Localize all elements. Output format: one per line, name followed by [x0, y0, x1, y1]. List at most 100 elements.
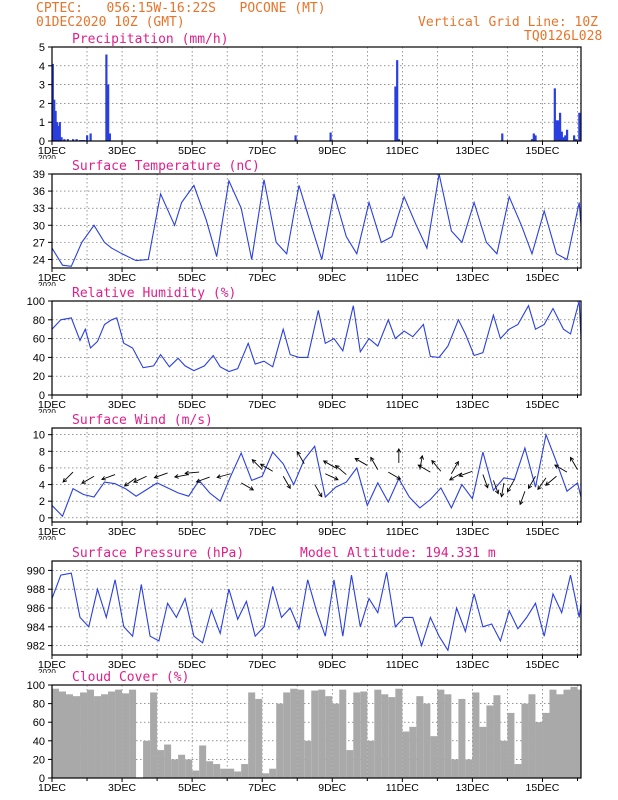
panel-title: Surface Temperature (nC): [72, 159, 260, 174]
precip-bar: [555, 120, 558, 141]
x-tick-label: 11DEC: [386, 145, 419, 157]
cloud-bar: [150, 692, 158, 778]
x-tick-label: 15DEC: [526, 782, 560, 794]
header-model-id: TQ0126L028: [524, 29, 603, 44]
wind-arrow: [314, 484, 323, 497]
wind-arrow: [528, 476, 536, 489]
x-tick-label: 5DEC: [178, 399, 206, 411]
wind-arrow-head: [370, 456, 375, 462]
y-tick-label: 2: [39, 496, 45, 508]
wind-arrow-head: [195, 478, 201, 483]
precip-bar: [501, 133, 504, 141]
cloud-bar: [549, 689, 557, 778]
cloud-bar: [227, 768, 235, 778]
cloud-bar: [444, 694, 452, 778]
wind-line: [51, 432, 582, 518]
panel-title: Precipitation (mm/h): [72, 32, 229, 47]
cloud-bar: [199, 745, 207, 778]
wind-arrow-head: [62, 478, 68, 483]
wind-arrow-head: [249, 486, 255, 491]
x-tick-label: 7DEC: [248, 782, 276, 794]
cloud-bar: [122, 693, 130, 778]
x-year-label: 2020: [38, 154, 56, 163]
y-tick-label: 33: [33, 203, 45, 215]
precip-bar: [60, 137, 63, 141]
precip-bar: [578, 112, 581, 141]
precip-bar: [105, 54, 108, 141]
y-tick-label: 100: [27, 296, 45, 308]
y-tick-label: 60: [33, 717, 45, 729]
wind-arrow: [217, 473, 231, 478]
wind-arrow-head: [334, 464, 340, 470]
precip-bar: [53, 99, 56, 141]
wind-arrow-head: [431, 459, 436, 465]
y-tick-label: 1: [39, 117, 45, 129]
y-tick-label: 988: [27, 584, 45, 596]
cloud-bar: [304, 740, 312, 778]
wind-arrow: [370, 457, 379, 470]
wind-arrow: [296, 451, 305, 464]
y-tick-label: 8: [39, 446, 45, 458]
y-tick-label: 10: [33, 430, 45, 442]
y-tick-label: 982: [27, 641, 45, 653]
y-tick-label: 39: [33, 169, 45, 181]
precip-bar: [108, 133, 112, 141]
x-tick-label: 13DEC: [455, 526, 489, 538]
wind-arrow: [81, 475, 95, 484]
x-tick-label: 1DEC: [38, 145, 66, 157]
panel-temp: [48, 173, 582, 272]
y-tick-label: 40: [33, 736, 45, 748]
panel-title: Cloud Cover (%): [72, 670, 189, 685]
x-tick-label: 5DEC: [178, 145, 206, 157]
cloud-bar: [409, 726, 417, 778]
cloud-bar: [423, 703, 431, 778]
wind-arrow-head: [251, 459, 257, 464]
x-year-label: 2020: [38, 281, 56, 290]
wind-arrow-head: [499, 492, 505, 498]
wind-arrow: [519, 491, 526, 505]
rh-line: [51, 300, 582, 373]
wind-arrow-head: [396, 475, 402, 480]
x-tick-label: 11DEC: [386, 659, 419, 671]
cloud-bar: [108, 691, 116, 778]
wind-arrow: [323, 460, 336, 469]
x-year-label: 2020: [38, 535, 56, 544]
header-grid-note: Vertical Grid Line: 10Z: [418, 15, 599, 30]
y-tick-label: 20: [33, 754, 45, 766]
x-tick-label: 5DEC: [178, 782, 206, 794]
wind-arrow-head: [216, 474, 222, 479]
precip-bar: [396, 60, 399, 141]
cloud-bar: [514, 764, 522, 778]
precip-bar: [63, 139, 66, 141]
x-tick-label: 13DEC: [455, 272, 489, 284]
wind-arrow: [418, 464, 431, 473]
wind-arrow-head: [545, 481, 550, 486]
cloud-bar: [318, 689, 326, 778]
wind-arrow-head: [333, 476, 339, 481]
x-tick-label: 15DEC: [526, 145, 560, 157]
y-tick-label: 0: [39, 773, 45, 785]
x-tick-label: 15DEC: [526, 659, 560, 671]
x-tick-label: 7DEC: [248, 399, 276, 411]
wind-arrow-head: [419, 454, 424, 460]
cloud-bar: [157, 750, 165, 778]
y-tick-label: 986: [27, 603, 45, 615]
wind-arrow: [196, 476, 210, 483]
precip-bar: [534, 135, 537, 141]
cloud-bar: [297, 689, 305, 778]
x-tick-label: 1DEC: [38, 526, 66, 538]
cloud-bar: [115, 689, 123, 778]
wind-arrow: [537, 477, 547, 490]
panel-frame: [51, 300, 582, 396]
x-tick-label: 11DEC: [386, 526, 419, 538]
y-tick-label: 990: [27, 565, 45, 577]
wind-arrow: [133, 475, 147, 483]
cloud-bar: [472, 692, 480, 778]
cloud-bar: [332, 703, 340, 778]
y-tick-label: 5: [39, 42, 45, 54]
cloud-bar: [486, 705, 494, 778]
cloud-bar: [381, 694, 389, 778]
wind-arrow-head: [396, 447, 402, 453]
cloud-bar: [507, 712, 515, 778]
wind-arrow: [325, 473, 339, 481]
